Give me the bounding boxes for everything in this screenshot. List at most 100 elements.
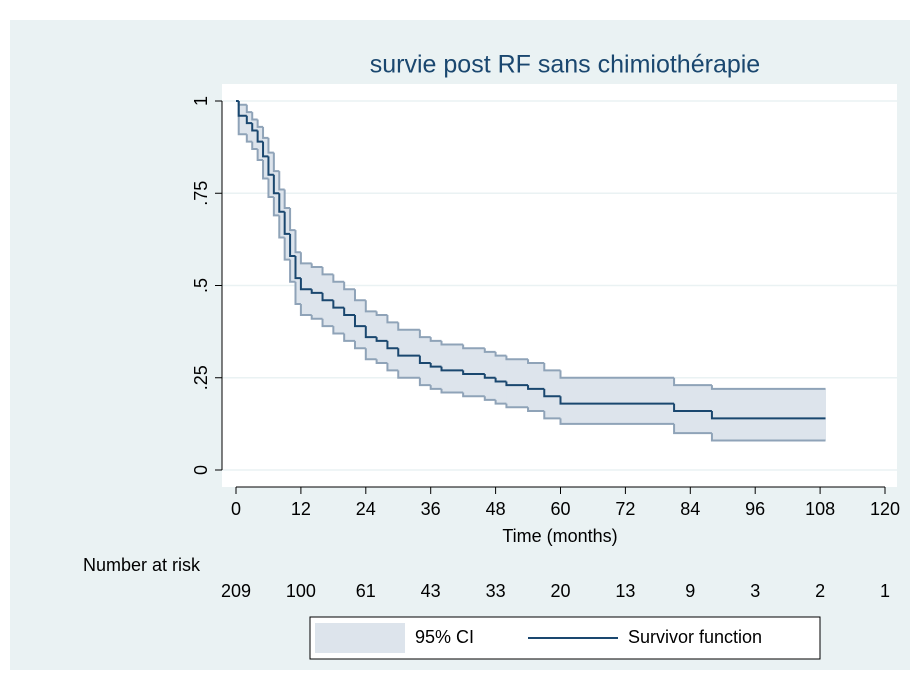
survival-step <box>483 374 496 379</box>
survival-step <box>272 174 280 195</box>
survival-step <box>494 377 507 383</box>
ci-bound <box>440 340 464 346</box>
ci-bound <box>278 215 285 239</box>
x-tick-label: 96 <box>745 499 765 519</box>
survival-step <box>505 381 529 387</box>
ci-bound <box>262 126 269 139</box>
survival-step <box>245 115 253 125</box>
ci-band <box>544 370 561 419</box>
ci-band <box>419 337 432 386</box>
survival-step <box>289 233 296 257</box>
ci-bound <box>386 315 399 324</box>
ci-band <box>441 344 464 393</box>
ci-band <box>430 340 443 389</box>
ci-band <box>674 385 713 434</box>
survival-step <box>294 255 301 280</box>
legend-label: 95% CI <box>415 627 474 647</box>
x-axis-title: Time (months) <box>502 526 617 546</box>
survival-step <box>321 292 334 302</box>
risk-count: 9 <box>685 581 695 601</box>
ci-bound <box>505 355 529 361</box>
ci-bound <box>332 326 345 335</box>
ci-band <box>495 355 507 404</box>
x-tick-label: 108 <box>805 499 835 519</box>
x-tick-label: 120 <box>870 499 900 519</box>
legend-swatch <box>315 623 405 653</box>
ci-bound <box>505 403 529 409</box>
ci-bound <box>245 134 253 143</box>
ci-bound <box>429 385 442 390</box>
ci-band <box>528 362 545 411</box>
ci-band <box>506 359 529 408</box>
survival-step <box>256 130 264 143</box>
y-tick-label: .5 <box>191 278 211 293</box>
ci-bound <box>559 370 675 379</box>
survival-step <box>237 101 247 117</box>
y-tick-label: .75 <box>191 181 211 206</box>
ci-bound <box>272 196 280 217</box>
ci-band <box>354 300 367 349</box>
ci-bound <box>343 281 355 291</box>
ci-band <box>263 137 269 179</box>
x-tick-label: 12 <box>291 499 311 519</box>
ci-bound <box>272 152 280 173</box>
risk-count: 1 <box>880 581 890 601</box>
risk-count: 43 <box>421 581 441 601</box>
ci-bound <box>375 311 388 317</box>
ci-band <box>257 126 264 161</box>
x-tick-label: 24 <box>356 499 376 519</box>
ci-bound <box>353 340 366 350</box>
ci-bound <box>418 377 431 387</box>
survival-step <box>343 307 355 317</box>
risk-count: 100 <box>286 581 316 601</box>
ci-bound <box>364 300 377 313</box>
survival-step <box>462 370 485 376</box>
risk-count: 209 <box>221 581 251 601</box>
survival-step <box>364 326 377 339</box>
ci-bound <box>256 119 264 128</box>
ci-bound <box>245 104 253 114</box>
survival-step <box>527 385 545 390</box>
ci-bound <box>343 333 355 342</box>
ci-bound <box>462 392 485 398</box>
survival-step <box>673 403 712 412</box>
risk-count: 3 <box>750 581 760 601</box>
ci-bound <box>299 252 312 265</box>
ci-bound <box>462 344 485 350</box>
survival-step <box>440 366 464 372</box>
ci-bound <box>559 418 675 425</box>
y-tick-label: 0 <box>191 465 211 475</box>
ci-band <box>365 311 378 360</box>
ci-bound <box>710 433 826 442</box>
survival-step <box>251 123 258 132</box>
survival-step <box>353 315 366 328</box>
ci-bound <box>267 178 274 198</box>
risk-count: 33 <box>486 581 506 601</box>
ci-band <box>246 112 253 142</box>
x-tick-label: 84 <box>680 499 700 519</box>
chart-title: survie post RF sans chimiothérapie <box>370 51 760 79</box>
ci-bound <box>294 230 301 254</box>
x-tick-label: 0 <box>231 499 241 519</box>
ci-bound <box>375 359 388 364</box>
ci-bound <box>289 259 296 283</box>
survival-step <box>332 300 345 309</box>
ci-bound <box>256 148 264 162</box>
ci-bound <box>278 171 285 191</box>
survival-step <box>375 337 388 342</box>
survival-step <box>710 410 826 420</box>
ci-bound <box>353 289 366 302</box>
ci-band <box>825 388 827 441</box>
ci-band <box>398 329 421 378</box>
ci-bound <box>710 385 826 390</box>
ci-bound <box>289 208 296 232</box>
risk-count: 2 <box>815 581 825 601</box>
ci-bound <box>364 348 377 361</box>
ci-bound <box>483 348 496 353</box>
ci-bound <box>543 410 561 420</box>
ci-bound <box>494 351 507 357</box>
ci-bound <box>310 315 323 320</box>
x-tick-label: 48 <box>486 499 506 519</box>
survival-step <box>278 193 285 213</box>
y-tick-label: .25 <box>191 365 211 390</box>
